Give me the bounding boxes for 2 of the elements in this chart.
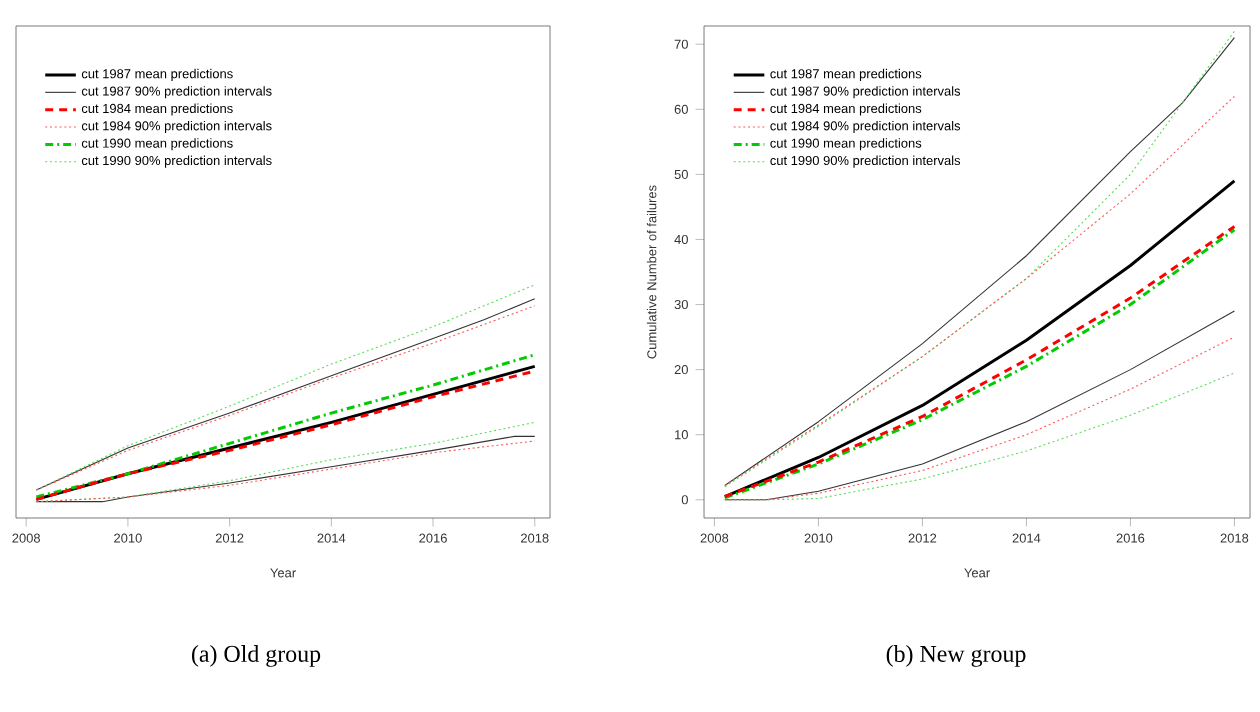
text: (b) New group [886, 645, 1026, 667]
text: (a) Old group [192, 645, 321, 667]
